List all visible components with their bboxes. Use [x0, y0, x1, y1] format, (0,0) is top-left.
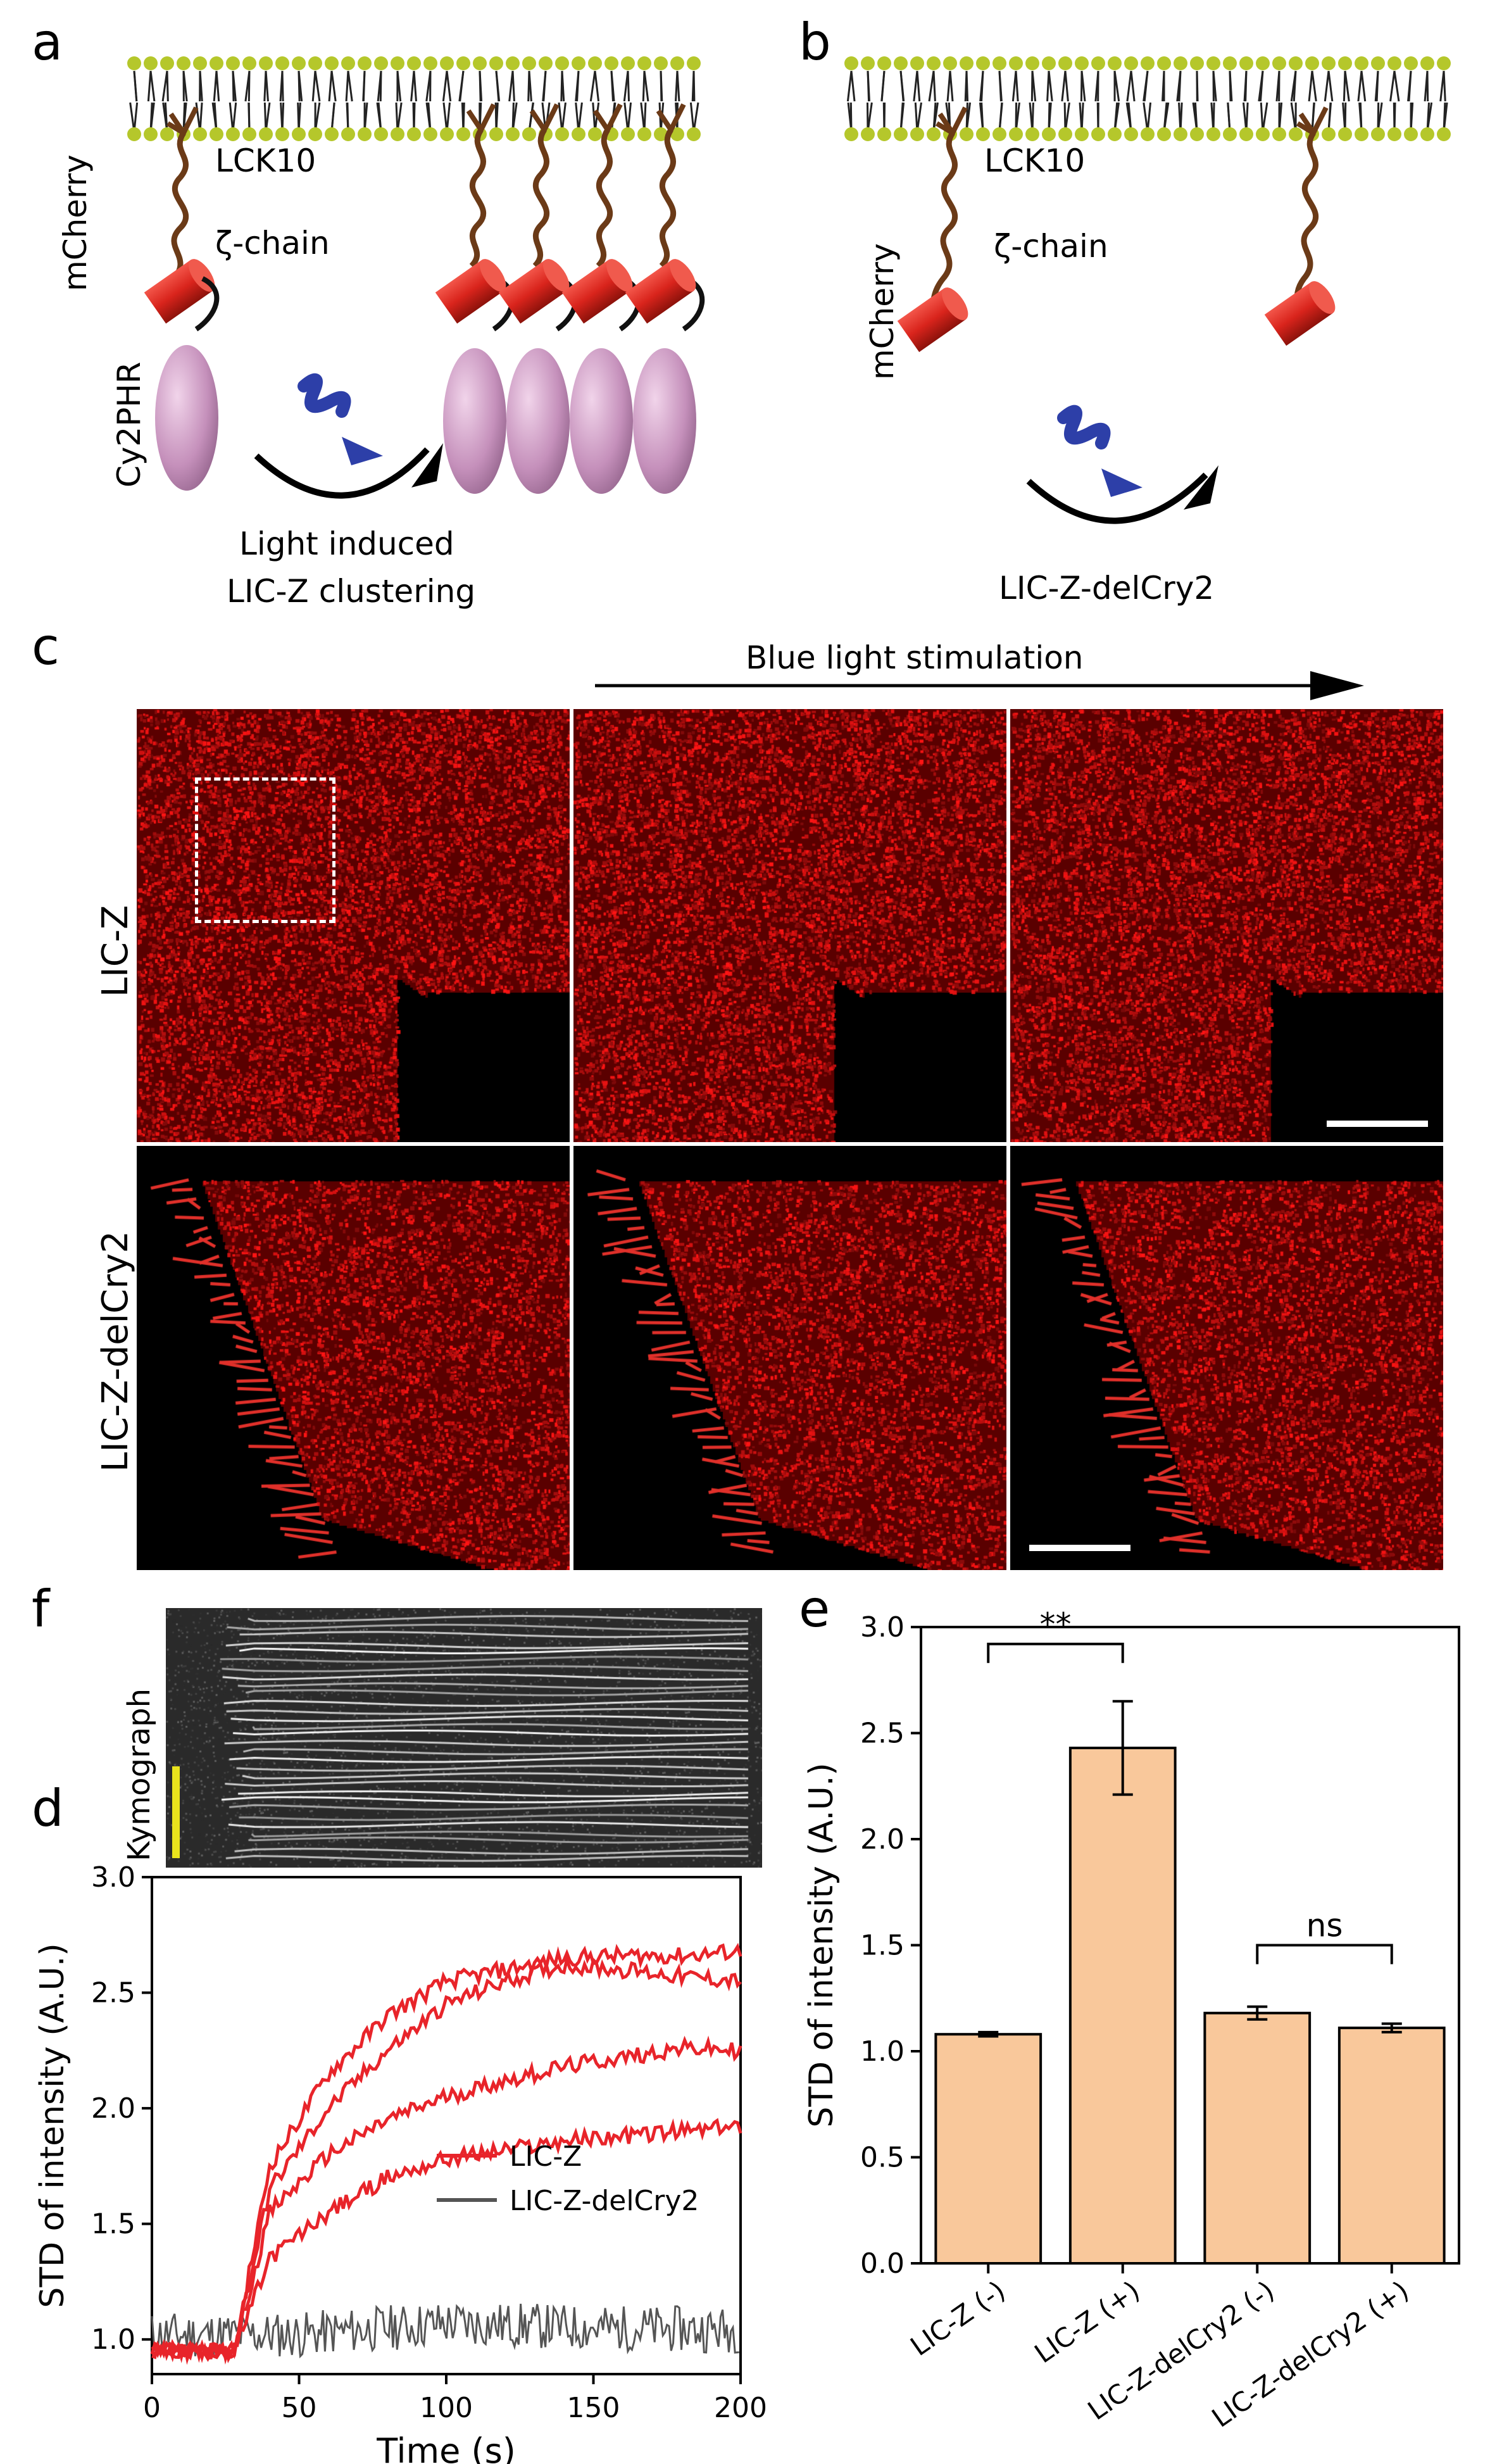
bar-chart-e: 0.0 0.5 1.0 1.5 2.0 2.5 3.0 STD of intensity (A…	[803, 1606, 1460, 2434]
series-lic-z-line	[151, 2118, 742, 2362]
panel-letter-e: e	[799, 1580, 830, 1638]
micrograph-delcry2-t0	[137, 1146, 570, 1570]
x-axis-label: Time (s)	[376, 2431, 516, 2464]
panel-letter-f: f	[32, 1580, 50, 1638]
label-cy2phr-a: Cy2PHR	[111, 361, 147, 487]
bar	[934, 2033, 1043, 2265]
bar	[1337, 2027, 1446, 2265]
caption-b: LIC-Z-delCry2	[999, 570, 1215, 607]
series-lic-z-line	[151, 1953, 742, 2363]
label-zeta-chain-b: ζ-chain	[994, 228, 1108, 265]
line-chart-d: 0 50 100 150 200 1.0 1.5 2.0 2.5 3.0 Time (s) STD o…	[34, 1861, 767, 2464]
y-tick-label: 1.0	[91, 2323, 135, 2356]
x-tick-label: LIC-Z (-)	[905, 2275, 1011, 2362]
panel-letter-c: c	[32, 617, 59, 676]
construct-b-right	[1264, 106, 1336, 346]
kymograph-label: Kymograph	[122, 1688, 157, 1861]
bar	[1068, 1746, 1177, 2265]
panel-letter-d: d	[32, 1779, 64, 1838]
legend-label: LIC-Z-delCry2	[510, 2185, 699, 2217]
label-lck10-a: LCK10	[215, 142, 316, 179]
y-axis-label: STD of intensity (A.U.)	[34, 1943, 72, 2308]
y-tick-label: 2.5	[860, 1718, 905, 1750]
y-tick-label: 1.5	[91, 2208, 135, 2241]
y-tick-label: 2.0	[860, 1823, 905, 1856]
micrograph-lic-z-t2	[1010, 709, 1443, 1142]
y-tick-label: 1.5	[860, 1930, 905, 1962]
construct-cluster-a	[435, 103, 705, 494]
scale-bar	[172, 1766, 180, 1858]
x-tick-label: 50	[282, 2392, 317, 2424]
y-tick-label: 1.0	[860, 2035, 905, 2068]
panel-letter-a: a	[32, 13, 63, 72]
construct-b-left	[897, 106, 968, 353]
significance-bracket	[987, 1642, 1124, 1663]
significance-bracket	[1256, 1944, 1393, 1964]
row-label-lic-z-delcry2: LIC-Z-delCry2	[95, 1230, 136, 1472]
micrograph-lic-z-t0	[137, 709, 570, 1142]
scale-bar	[1327, 1121, 1428, 1127]
y-tick-label: 2.0	[91, 2092, 135, 2125]
micrograph-delcry2-t1	[573, 1146, 1006, 1570]
label-mcherry-a: mCherry	[57, 154, 94, 291]
x-tick-label: 100	[420, 2392, 473, 2424]
construct-single-a	[144, 106, 220, 491]
panel-letter-b: b	[799, 13, 831, 72]
series-lic-z-line	[150, 2035, 742, 2365]
bar	[1203, 2011, 1312, 2265]
significance-label: **	[1040, 1606, 1072, 1643]
legend-label: LIC-Z	[510, 2140, 582, 2173]
caption-a-line2: LIC-Z clustering	[227, 573, 476, 610]
x-tick-label: LIC-Z (+)	[1029, 2275, 1145, 2369]
series-lic-z-delcry2-line	[151, 2303, 739, 2359]
caption-a-line1: Light induced	[239, 525, 454, 562]
series-lic-z-line	[151, 1942, 742, 2365]
row-label-lic-z: LIC-Z	[95, 905, 136, 997]
y-tick-label: 3.0	[860, 1611, 905, 1644]
label-zeta-chain-a: ζ-chain	[215, 225, 330, 261]
y-tick-label: 2.5	[91, 1977, 135, 2009]
stimulation-arrow	[595, 671, 1364, 700]
y-tick-label: 3.0	[91, 1861, 135, 1894]
scale-bar	[1029, 1545, 1130, 1551]
membrane-b	[844, 56, 1451, 141]
x-tick-label: 200	[714, 2392, 767, 2424]
membrane-a	[127, 56, 701, 141]
x-tick-label: 0	[143, 2392, 161, 2424]
significance-label: ns	[1306, 1908, 1343, 1944]
micrograph-lic-z-t1	[573, 709, 1006, 1142]
roi-box	[195, 777, 335, 923]
y-axis-label: STD of intensity (A.U.)	[803, 1763, 841, 2127]
schematic-diagram	[127, 56, 1451, 524]
kymograph-image	[166, 1608, 762, 1868]
y-tick-label: 0.5	[860, 2142, 905, 2174]
label-lck10-b: LCK10	[984, 142, 1086, 179]
label-mcherry-b: mCherry	[864, 243, 901, 380]
stimulation-label: Blue light stimulation	[746, 639, 1084, 676]
micrograph-delcry2-t2	[1010, 1146, 1443, 1570]
x-tick-label: 150	[567, 2392, 620, 2424]
y-tick-label: 0.0	[860, 2247, 905, 2280]
